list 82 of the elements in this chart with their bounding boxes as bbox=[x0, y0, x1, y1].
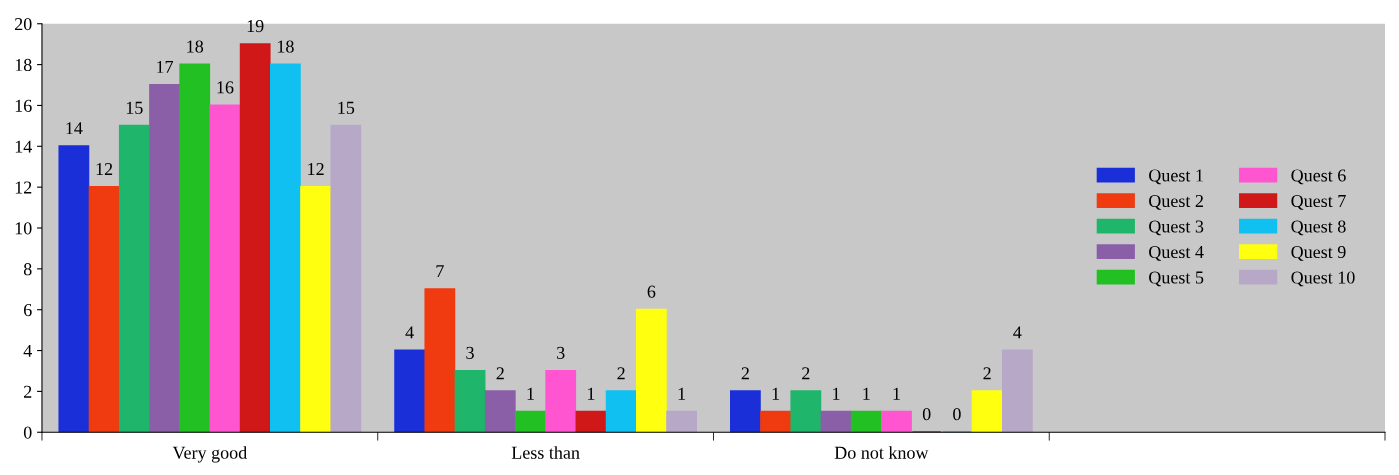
data-label: 2 bbox=[983, 367, 991, 380]
bar bbox=[790, 390, 822, 433]
y-tick-label: 18 bbox=[15, 58, 32, 72]
data-label: 12 bbox=[308, 163, 324, 175]
y-tick-label: 12 bbox=[15, 181, 32, 194]
bar bbox=[605, 390, 637, 433]
bar bbox=[760, 410, 791, 433]
legend-label: Quest 3 bbox=[1149, 220, 1204, 236]
bar bbox=[850, 410, 882, 433]
data-label: 1 bbox=[833, 387, 840, 400]
bar bbox=[1001, 349, 1033, 433]
bar bbox=[88, 186, 120, 433]
y-tick-label: 4 bbox=[23, 344, 32, 357]
bar bbox=[270, 63, 301, 433]
data-label: 1 bbox=[588, 387, 595, 400]
x-tick-label: Very good bbox=[172, 446, 247, 463]
data-label: 0 bbox=[953, 408, 961, 421]
y-tick-label: 2 bbox=[24, 385, 32, 398]
data-label: 3 bbox=[557, 346, 565, 359]
data-label: 14 bbox=[66, 122, 83, 135]
legend-label: Quest 8 bbox=[1291, 220, 1346, 236]
data-label: 3 bbox=[466, 346, 474, 359]
data-label: 19 bbox=[247, 20, 264, 33]
bar bbox=[300, 186, 332, 433]
bar bbox=[881, 410, 912, 433]
y-tick-label: 6 bbox=[24, 304, 32, 317]
bar bbox=[515, 410, 546, 433]
y-tick-label: 16 bbox=[15, 99, 32, 112]
data-label: 4 bbox=[405, 326, 414, 339]
data-label: 1 bbox=[772, 387, 780, 400]
y-tick-label: 8 bbox=[23, 263, 32, 276]
x-tick-label: Less than bbox=[511, 446, 580, 459]
bar bbox=[394, 349, 426, 433]
data-label: 18 bbox=[187, 40, 204, 53]
data-label: 1 bbox=[893, 387, 900, 400]
legend-label: Quest 1 bbox=[1149, 169, 1203, 185]
bar bbox=[575, 410, 607, 433]
y-tick-label: 20 bbox=[14, 18, 32, 31]
y-tick-label: 0 bbox=[23, 426, 32, 439]
data-label: 2 bbox=[741, 367, 749, 380]
bar bbox=[239, 43, 271, 433]
bar bbox=[209, 104, 241, 433]
data-label: 1 bbox=[527, 387, 534, 400]
bar bbox=[179, 63, 211, 433]
data-label: 4 bbox=[1013, 326, 1022, 339]
bar bbox=[149, 83, 180, 433]
data-label: 17 bbox=[157, 60, 174, 73]
legend-label: Quest 6 bbox=[1291, 169, 1346, 185]
data-label: 15 bbox=[126, 101, 143, 114]
legend-label: Quest 4 bbox=[1149, 245, 1204, 261]
legend-label: Quest 5 bbox=[1149, 271, 1204, 287]
data-label: 12 bbox=[96, 163, 113, 175]
data-label: 18 bbox=[277, 40, 294, 53]
bar bbox=[666, 410, 697, 433]
y-tick-label: 14 bbox=[15, 140, 32, 153]
bar bbox=[820, 410, 852, 433]
bar bbox=[424, 288, 456, 433]
y-tick-label: 10 bbox=[15, 222, 32, 235]
data-label: 2 bbox=[802, 367, 810, 380]
bar bbox=[484, 390, 516, 433]
legend-label: Quest 7 bbox=[1291, 194, 1346, 210]
bar bbox=[729, 390, 761, 433]
legend-label: Quest 2 bbox=[1149, 194, 1203, 210]
bar bbox=[545, 369, 577, 433]
data-label: 1 bbox=[678, 387, 686, 400]
bar bbox=[971, 390, 1003, 433]
bar bbox=[58, 145, 90, 433]
bar bbox=[635, 308, 667, 433]
data-label: 15 bbox=[338, 101, 355, 114]
x-tick-label: Do not know bbox=[834, 446, 929, 459]
data-label: 6 bbox=[647, 285, 656, 298]
data-label: 0 bbox=[922, 408, 931, 421]
data-label: 2 bbox=[496, 367, 504, 380]
data-label: 16 bbox=[217, 81, 234, 94]
legend-label: Quest 9 bbox=[1291, 245, 1346, 261]
legend-label: Quest 10 bbox=[1291, 271, 1355, 287]
bar bbox=[454, 369, 486, 433]
data-label: 1 bbox=[863, 387, 870, 400]
data-label: 7 bbox=[436, 265, 444, 278]
bar bbox=[118, 124, 150, 433]
data-label: 2 bbox=[617, 367, 625, 380]
bar bbox=[330, 124, 362, 433]
